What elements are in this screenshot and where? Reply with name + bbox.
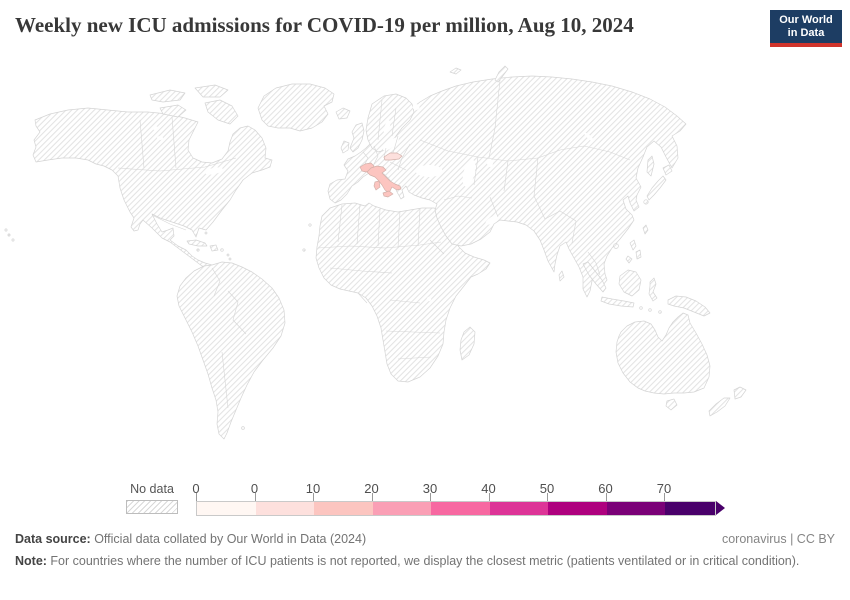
map-region-japan[interactable]: [646, 175, 667, 201]
map-region-baffin-island[interactable]: [204, 99, 239, 125]
map-region-greenland[interactable]: [257, 83, 335, 132]
map-region-hawaii[interactable]: [4, 228, 8, 232]
data-source-label: Data source:: [15, 532, 91, 546]
map-region-new-zealand[interactable]: [733, 386, 747, 400]
map-region-hispaniola[interactable]: [209, 244, 219, 252]
water-bodies: [152, 104, 594, 302]
map-region-canary-islands[interactable]: [308, 223, 312, 227]
map-region-lesser-sunda[interactable]: [648, 308, 652, 312]
map-region-africa[interactable]: [315, 202, 491, 383]
map-region-antilles[interactable]: [226, 253, 230, 257]
legend-tick: [254, 493, 256, 501]
map-region-australia[interactable]: [615, 312, 711, 395]
map-region-philippines[interactable]: [625, 255, 633, 264]
license-link[interactable]: coronavirus | CC BY: [721, 532, 835, 546]
map-region-new-zealand[interactable]: [708, 397, 731, 417]
map-country-italy-sardinia[interactable]: [373, 180, 381, 191]
map-region-puerto-rico[interactable]: [220, 248, 224, 252]
legend-tick-label: 0: [192, 481, 200, 496]
map-region-tasmania[interactable]: [665, 398, 678, 411]
map-region-eurasia[interactable]: [327, 75, 687, 298]
legend-no-data-swatch[interactable]: [126, 500, 178, 514]
map-region-cape-verde[interactable]: [302, 248, 306, 252]
legend-tick-label: 20: [364, 481, 379, 496]
legend-tick: [605, 493, 607, 501]
legend-tick-label: 60: [598, 481, 613, 496]
legend-bin[interactable]: [197, 502, 256, 515]
legend-tick: [313, 493, 314, 501]
map-region-taiwan[interactable]: [642, 224, 649, 235]
map-region-sri-lanka[interactable]: [558, 270, 565, 282]
legend-bin[interactable]: [489, 502, 548, 515]
data-source-text: Official data collated by Our World in D…: [90, 532, 367, 546]
owid-logo[interactable]: Our World in Data: [770, 10, 842, 47]
map-region-sakhalin[interactable]: [646, 155, 655, 177]
legend-no-data-label: No data: [130, 482, 174, 496]
map-region-svalbard[interactable]: [449, 67, 462, 75]
legend-bin[interactable]: [606, 502, 665, 515]
map-region-hawaii[interactable]: [7, 233, 11, 237]
legend-tick-label: 40: [481, 481, 496, 496]
map-region-borneo[interactable]: [618, 269, 642, 297]
map-region-novaya-zemlya[interactable]: [494, 65, 509, 83]
legend-tick: [430, 493, 431, 501]
map-region-arctic-islands[interactable]: [149, 89, 186, 103]
legend-tick: [547, 493, 548, 501]
map-region-iceland[interactable]: [335, 107, 351, 120]
map-region-java[interactable]: [600, 296, 635, 308]
map-region-philippines[interactable]: [629, 239, 637, 251]
map-region-arctic-islands[interactable]: [159, 104, 187, 118]
footer-note: Note: For countries where the number of …: [15, 553, 827, 569]
legend-tick: [196, 493, 197, 501]
map-region-japan[interactable]: [643, 199, 649, 205]
legend-tick: [371, 493, 373, 501]
country-borders: [117, 79, 631, 409]
data-source-line: Data source: Official data collated by O…: [15, 532, 615, 546]
map-region-falkland-islands[interactable]: [241, 426, 245, 430]
legend-tick: [664, 493, 665, 501]
legend-tick-label: 50: [539, 481, 555, 496]
map-region-hawaii[interactable]: [11, 238, 15, 242]
map-region-philippines[interactable]: [635, 249, 642, 260]
map-region-south-america[interactable]: [176, 261, 286, 440]
map-region-bahamas[interactable]: [204, 231, 208, 235]
legend-tick-label: 30: [422, 481, 438, 496]
legend-tick: [488, 493, 490, 501]
map-region-jamaica[interactable]: [196, 248, 200, 252]
owid-logo-text: Our World in Data: [779, 13, 833, 39]
legend-bin[interactable]: [372, 502, 431, 515]
map-region-sumatra[interactable]: [582, 261, 607, 293]
legend-bin[interactable]: [665, 502, 715, 515]
legend-tick-label: 70: [656, 481, 672, 496]
map-region-cuba[interactable]: [186, 239, 208, 247]
map-region-ireland[interactable]: [340, 140, 350, 154]
map-country-italy-sicily[interactable]: [382, 190, 394, 198]
legend-arrow: [716, 501, 725, 515]
legend-bin[interactable]: [314, 502, 373, 515]
map-region-hainan[interactable]: [613, 243, 619, 249]
map-region-sulawesi[interactable]: [648, 277, 658, 302]
note-text: For countries where the number of ICU pa…: [46, 554, 800, 568]
legend-bin[interactable]: [548, 502, 607, 515]
map-region-north-america[interactable]: [32, 107, 273, 269]
legend-tick-label: 0: [250, 481, 259, 496]
map-region-lesser-sunda[interactable]: [639, 306, 643, 310]
map-region-japan[interactable]: [662, 164, 673, 176]
page-title: Weekly new ICU admissions for COVID-19 p…: [15, 13, 634, 37]
map-region-new-guinea[interactable]: [667, 295, 711, 317]
legend-tick-label: 10: [305, 481, 321, 496]
legend-color-bar: [196, 501, 716, 516]
legend-bin[interactable]: [255, 502, 314, 515]
map-region-lesser-sunda[interactable]: [658, 310, 662, 314]
map-region-antilles[interactable]: [228, 257, 232, 261]
map-region-united-kingdom[interactable]: [349, 122, 365, 153]
map-country-slovakia[interactable]: [383, 152, 403, 161]
map-region-madagascar[interactable]: [459, 326, 476, 361]
map-region-arctic-islands[interactable]: [194, 84, 229, 98]
legend-bin[interactable]: [431, 502, 490, 515]
note-label: Note:: [15, 554, 47, 568]
